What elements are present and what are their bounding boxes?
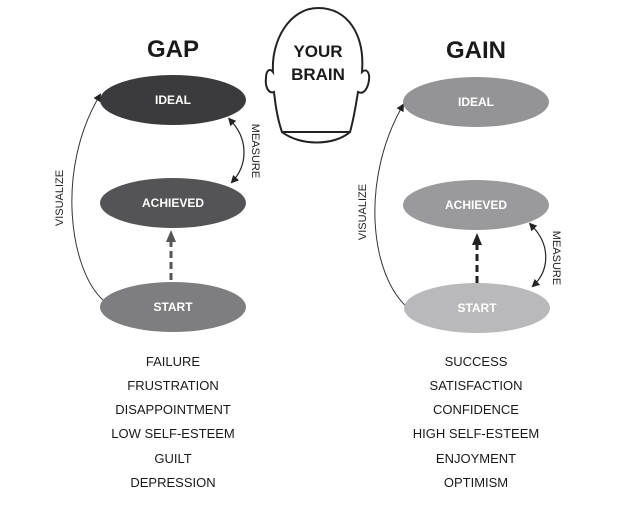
gain-measure-label: MEASURE [550,231,562,285]
gap-ideal-node [100,75,246,125]
list-item: SUCCESS [445,354,508,369]
gain-ideal-label: IDEAL [458,95,494,109]
gap-start-node [100,282,246,332]
gap-achieved-node [100,178,246,228]
gain-measure-arrow [528,222,547,288]
brain-label-line1: YOUR [293,42,342,61]
list-item: CONFIDENCE [433,402,519,417]
list-item: DISAPPOINTMENT [115,402,231,417]
gain-achieved-label: ACHIEVED [445,198,507,212]
gap-achieved-label: ACHIEVED [142,196,204,210]
gap-ideal-label: IDEAL [155,93,191,107]
gain-title: GAIN [446,37,506,64]
list-item: HIGH SELF-ESTEEM [413,426,539,441]
gain-progress-arrowhead [472,233,482,245]
gap-section: GAP VISUALIZE MEASURE IDEAL ACHIEVED STA… [54,36,261,490]
gain-start-label: START [457,301,497,315]
gap-measure-label: MEASURE [249,124,261,178]
list-item: ENJOYMENT [436,451,516,466]
gain-ideal-node [403,77,549,127]
gain-visualize-label: VISUALIZE [357,184,369,240]
gain-achieved-node [403,180,549,230]
gain-section: GAIN VISUALIZE MEASURE IDEAL ACHIEVED ST… [357,37,562,490]
list-item: OPTIMISM [444,475,508,490]
gap-visualize-label: VISUALIZE [54,170,66,226]
head-icon: YOUR BRAIN [264,6,371,144]
gap-measure-arrow [228,117,245,184]
list-item: DEPRESSION [130,475,215,490]
list-item: GUILT [154,451,191,466]
list-item: LOW SELF-ESTEEM [111,426,235,441]
list-item: SATISFACTION [430,378,523,393]
gain-visualize-arrow [374,103,409,309]
gap-progress-arrowhead [166,230,176,242]
brain-label-line2: BRAIN [291,65,345,84]
gap-start-label: START [153,300,193,314]
gap-visualize-arrow [71,93,104,301]
list-item: FAILURE [146,354,201,369]
list-item: FRUSTRATION [127,378,218,393]
gain-start-node [404,283,550,333]
gap-title: GAP [147,36,199,63]
gain-feelings-list: SUCCESS SATISFACTION CONFIDENCE HIGH SEL… [413,354,539,490]
gap-feelings-list: FAILURE FRUSTRATION DISAPPOINTMENT LOW S… [111,354,235,490]
